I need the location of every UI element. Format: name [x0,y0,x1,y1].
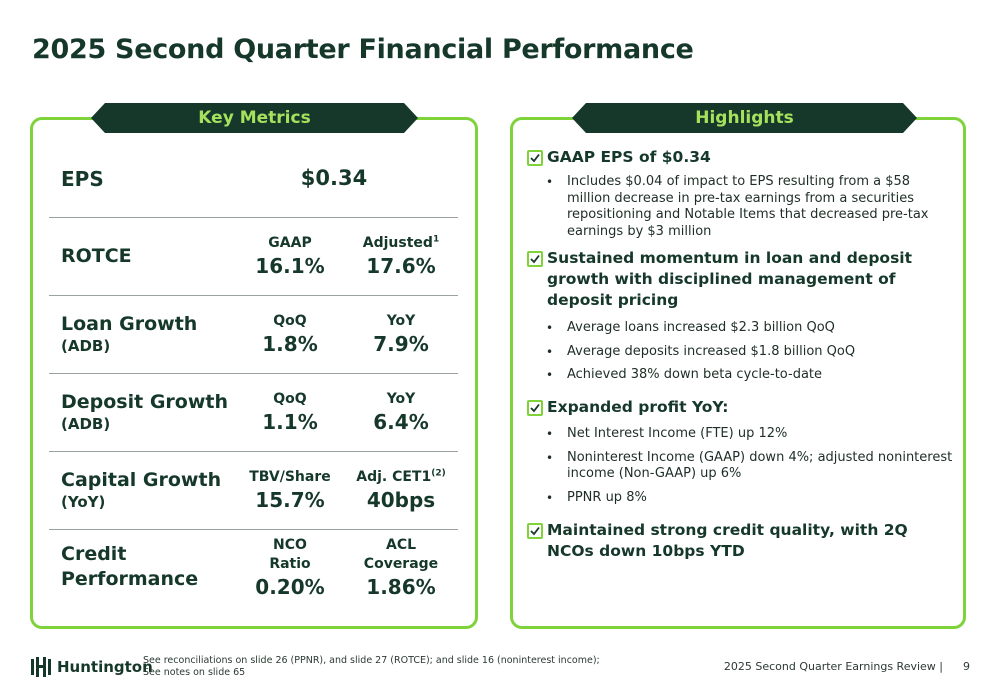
deposit-growth-sub: (ADB) [61,415,111,433]
deck-title: 2025 Second Quarter Earnings Review | [723,660,943,673]
capital-cet1-col: Adj. CET1(2) 40bps [341,468,461,513]
metric-row-rotce: ROTCE GAAP 16.1% Adjusted1 17.6% [49,218,458,296]
brand-name: Huntington [57,658,153,676]
deposit-yoy-col: YoY 6.4% [341,390,461,435]
list-item: Achieved 38% down beta cycle-to-date [527,367,957,384]
capital-tbv-value: 15.7% [255,488,325,512]
metric-row-deposit-growth: Deposit Growth (ADB) QoQ 1.1% YoY 6.4% [49,374,458,452]
list-item: Average deposits increased $1.8 billion … [527,344,957,361]
list-item: Average loans increased $2.3 billion QoQ [527,320,957,337]
deposit-qoq-col: QoQ 1.1% [230,390,350,435]
loan-growth-label: Loan Growth [61,313,198,335]
highlight-bullets: Includes $0.04 of impact to EPS resultin… [527,174,957,240]
capital-tbv-col: TBV/Share 15.7% [230,468,350,513]
metric-row-capital-growth: Capital Growth (YoY) TBV/Share 15.7% Adj… [49,452,458,530]
rotce-gaap-col: GAAP 16.1% [230,234,350,279]
rotce-adjusted-value: 17.6% [366,254,436,278]
eps-value: $0.34 [300,166,368,190]
footnote-line1: See reconciliations on slide 26 (PPNR), … [143,655,600,666]
capital-cet1-header: Adj. CET1(2) [341,468,461,487]
checkbox-icon [527,150,543,166]
highlights-tab: Highlights [572,103,917,133]
credit-acl-header-line1: ACL [385,537,417,553]
footnote-line2: See notes on slide 65 [143,666,246,678]
credit-nco-header-line1: NCO [273,537,307,553]
deposit-yoy-header: YoY [386,391,416,407]
footnote-marker: 1 [432,234,440,245]
rotce-adjusted-col: Adjusted1 17.6% [341,234,461,279]
highlight-item-momentum: Sustained momentum in loan and deposit g… [527,248,957,391]
capital-tbv-header: TBV/Share [249,469,331,485]
credit-label-line2: Performance [61,568,199,590]
list-item: Noninterest Income (GAAP) down 4%; adjus… [527,450,957,483]
credit-acl-header-line2: Coverage [363,556,439,572]
highlight-bullets: Average loans increased $2.3 billion QoQ… [527,320,957,384]
eps-label: EPS [61,167,104,191]
footnote: See reconciliations on slide 26 (PPNR), … [143,655,643,678]
capital-growth-sub: (YoY) [61,493,106,511]
list-item: PPNR up 8% [527,490,957,507]
metric-row-eps: EPS $0.34 [49,143,458,218]
capital-cet1-header-text: Adj. CET1 [356,469,432,485]
highlight-heading-text: GAAP EPS of $0.34 [547,148,711,166]
huntington-logo: Huntington [30,656,153,678]
credit-nco-col: NCO Ratio 0.20% [230,536,350,600]
huntington-mark-icon [31,657,51,677]
metric-row-loan-growth: Loan Growth (ADB) QoQ 1.8% YoY 7.9% [49,296,458,374]
deposit-qoq-value: 1.1% [262,410,318,434]
eps-value-col: $0.34 [259,165,409,191]
loan-yoy-header: YoY [386,313,416,329]
highlight-bullets: Net Interest Income (FTE) up 12% Noninte… [527,426,957,506]
loan-qoq-col: QoQ 1.8% [230,312,350,357]
checkbox-icon [527,523,543,539]
page-title: 2025 Second Quarter Financial Performanc… [32,34,694,65]
capital-growth-label: Capital Growth [61,469,222,491]
loan-growth-sub: (ADB) [61,337,111,355]
highlight-item-credit: Maintained strong credit quality, with 2… [527,520,957,562]
page-number: 9 [963,660,970,673]
list-item: Includes $0.04 of impact to EPS resultin… [527,174,957,240]
capital-cet1-value: 40bps [366,488,436,512]
credit-nco-header-line2: Ratio [269,556,311,572]
rotce-label: ROTCE [61,245,132,267]
credit-acl-value: 1.86% [366,575,436,599]
deposit-growth-label: Deposit Growth [61,391,229,413]
rotce-gaap-value: 16.1% [255,254,325,278]
loan-yoy-col: YoY 7.9% [341,312,461,357]
rotce-adjusted-header: Adjusted1 [341,234,461,253]
highlight-item-eps: GAAP EPS of $0.34 Includes $0.04 of impa… [527,147,957,247]
rotce-gaap-header: GAAP [268,235,312,251]
credit-nco-value: 0.20% [255,575,325,599]
highlight-heading-text: Expanded profit YoY: [547,398,729,416]
highlight-heading-text: Maintained strong credit quality, with 2… [547,521,908,560]
highlight-heading-momentum: Sustained momentum in loan and deposit g… [527,248,957,311]
deposit-qoq-header: QoQ [273,391,307,407]
loan-qoq-header: QoQ [273,313,307,329]
highlight-heading-eps: GAAP EPS of $0.34 [527,147,957,168]
footnote-marker: (2) [431,468,446,479]
list-item: Net Interest Income (FTE) up 12% [527,426,957,443]
loan-qoq-value: 1.8% [262,332,318,356]
key-metrics-tab: Key Metrics [91,103,418,133]
credit-label-line1: Credit [61,543,127,565]
metric-row-credit: Credit Performance NCO Ratio 0.20% ACL C… [49,530,458,620]
rotce-adjusted-header-text: Adjusted [362,235,433,251]
deposit-yoy-value: 6.4% [373,410,429,434]
loan-yoy-value: 7.9% [373,332,429,356]
highlight-item-profit: Expanded profit YoY: Net Interest Income… [527,397,957,513]
highlight-heading-profit: Expanded profit YoY: [527,397,957,418]
checkbox-icon [527,400,543,416]
footer-right: 2025 Second Quarter Earnings Review | 9 [724,660,970,673]
highlight-heading-credit: Maintained strong credit quality, with 2… [527,520,957,562]
highlight-heading-text: Sustained momentum in loan and deposit g… [547,249,913,309]
credit-acl-col: ACL Coverage 1.86% [341,536,461,600]
checkbox-icon [527,251,543,267]
